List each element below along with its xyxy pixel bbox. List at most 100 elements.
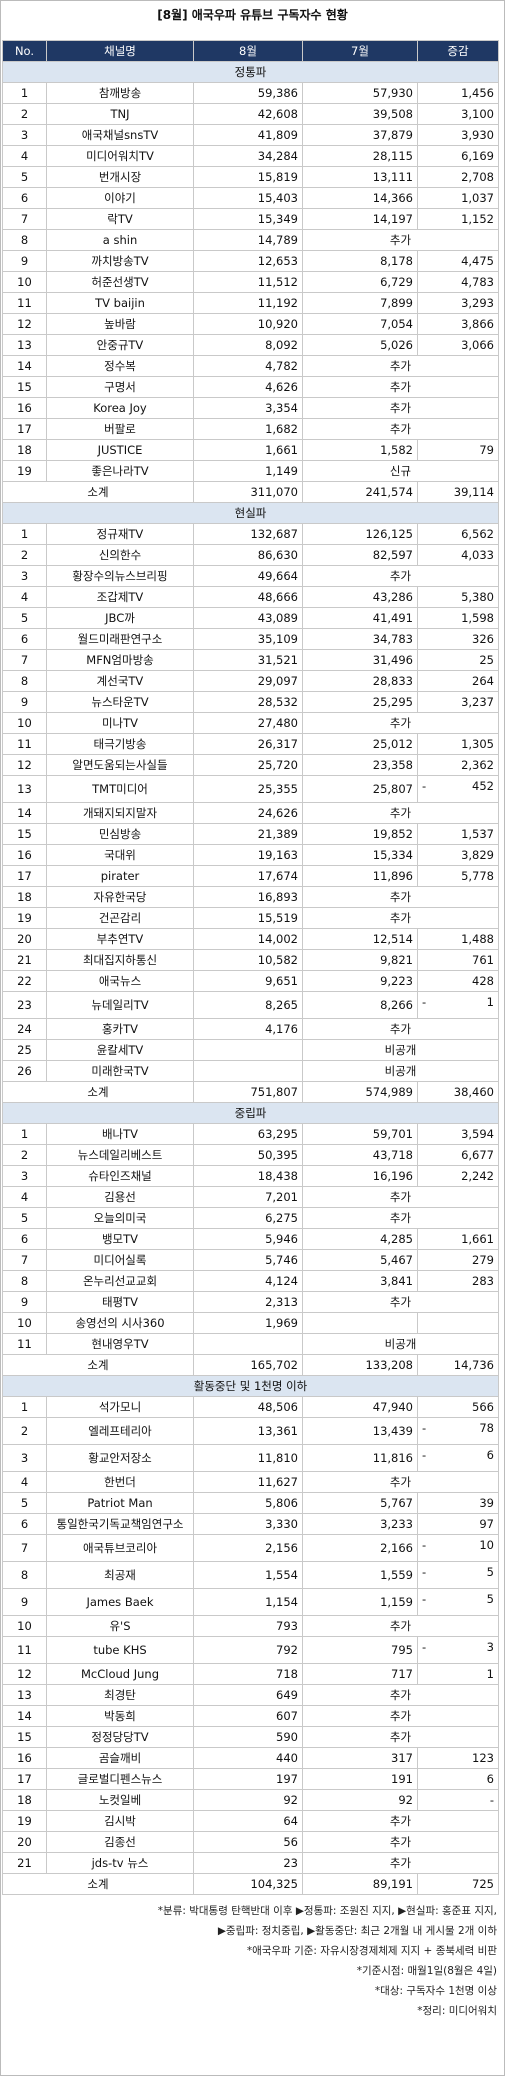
- row-number: 4: [2, 1471, 47, 1493]
- jul-status: 추가: [302, 397, 499, 419]
- table-row: 17 글로벌디펜스뉴스 197 191 6: [2, 1768, 499, 1790]
- jul-status: 추가: [302, 1810, 499, 1832]
- table-row: 23 뉴데일리TV 8,265 8,266-1: [2, 991, 499, 1019]
- jul-count: 8,266: [302, 991, 418, 1019]
- aug-count: 5,946: [193, 1228, 303, 1250]
- aug-count: 28,532: [193, 691, 303, 713]
- row-number: 8: [2, 670, 47, 692]
- subtotal-row: 소계 311,070 241,574 39,114: [2, 481, 499, 503]
- row-number: 5: [2, 1492, 47, 1514]
- row-number: 7: [2, 1534, 47, 1562]
- jul-count: 14,197: [302, 208, 418, 230]
- change-value: 3,594: [417, 1123, 499, 1145]
- subtotal-change: 725: [417, 1873, 499, 1895]
- aug-count: 13,361: [193, 1417, 303, 1445]
- aug-count: 4,176: [193, 1018, 303, 1040]
- subtotal-jul: 89,191: [302, 1873, 418, 1895]
- row-number: 6: [2, 187, 47, 209]
- jul-count: 16,196: [302, 1165, 418, 1187]
- minus-sign: -: [422, 779, 427, 793]
- row-number: 19: [2, 1810, 47, 1832]
- section-title: 활동중단 및 1천명 이하: [2, 1375, 499, 1397]
- channel-name: 김시박: [46, 1810, 194, 1832]
- jul-count: 13,439: [302, 1417, 418, 1445]
- subtotal-label: 소계: [2, 1081, 194, 1103]
- table-row: 10 미나TV 27,480 추가: [2, 712, 499, 734]
- aug-count: [193, 1333, 303, 1355]
- row-number: 19: [2, 460, 47, 482]
- channel-name: 애국채널snsTV: [46, 124, 194, 146]
- jul-status: 추가: [302, 1291, 499, 1313]
- row-number: 5: [2, 1207, 47, 1229]
- table-row: 16 Korea Joy 3,354 추가: [2, 397, 499, 419]
- change-value: 3,930: [417, 124, 499, 146]
- channel-name: TNJ: [46, 103, 194, 125]
- table-row: 5 오늘의미국 6,275 추가: [2, 1207, 499, 1229]
- row-number: 13: [2, 775, 47, 803]
- channel-name: 구명서: [46, 376, 194, 398]
- section-header-row: 중립파: [2, 1102, 499, 1124]
- table-row: 9 뉴스타운TV 28,532 25,295 3,237: [2, 691, 499, 713]
- channel-name: 석가모니: [46, 1396, 194, 1418]
- table-row: 15 민심방송 21,389 19,852 1,537: [2, 823, 499, 845]
- channel-name: 버팔로: [46, 418, 194, 440]
- aug-count: 48,506: [193, 1396, 303, 1418]
- channel-name: 배나TV: [46, 1123, 194, 1145]
- table-row: 20 김종선 56 추가: [2, 1831, 499, 1853]
- jul-status: 추가: [302, 1186, 499, 1208]
- change-amount: 1: [486, 995, 494, 1009]
- row-number: 6: [2, 1513, 47, 1535]
- change-value: 1,037: [417, 187, 499, 209]
- subtotal-row: 소계 165,702 133,208 14,736: [2, 1354, 499, 1376]
- change-value: 2,242: [417, 1165, 499, 1187]
- section-title: 현실파: [2, 502, 499, 524]
- channel-name: 태극기방송: [46, 733, 194, 755]
- channel-name: 현내영우TV: [46, 1333, 194, 1355]
- table-row: 11 tube KHS 792 795-3: [2, 1636, 499, 1664]
- aug-count: 132,687: [193, 523, 303, 545]
- channel-name: 한번더: [46, 1471, 194, 1493]
- row-number: 3: [2, 1165, 47, 1187]
- jul-count: 25,807: [302, 775, 418, 803]
- aug-count: 4,124: [193, 1270, 303, 1292]
- jul-count: 6,729: [302, 271, 418, 293]
- aug-count: 6,275: [193, 1207, 303, 1229]
- jul-count: 2,166: [302, 1534, 418, 1562]
- subtotal-label: 소계: [2, 1354, 194, 1376]
- change-value: 2,362: [417, 754, 499, 776]
- table-row: 15 정정당당TV 590 추가: [2, 1726, 499, 1748]
- table-row: 9 태평TV 2,313 추가: [2, 1291, 499, 1313]
- minus-sign: -: [422, 995, 427, 1009]
- row-number: 16: [2, 397, 47, 419]
- footnote-line: *애국우파 기준: 자유시장경제체제 지지 + 종북세력 비판: [246, 1945, 497, 1957]
- row-number: 18: [2, 886, 47, 908]
- channel-name: 홍카TV: [46, 1018, 194, 1040]
- aug-count: [193, 1039, 303, 1061]
- minus-sign: -: [422, 1640, 427, 1654]
- row-number: 21: [2, 1852, 47, 1874]
- channel-name: JBC까: [46, 607, 194, 629]
- row-number: 15: [2, 1726, 47, 1748]
- aug-count: 10,920: [193, 313, 303, 335]
- negative-change: - 452: [422, 777, 494, 797]
- change-value: -5: [417, 1561, 499, 1589]
- table-row: 3 애국채널snsTV 41,809 37,879 3,930: [2, 124, 499, 146]
- jul-count: 82,597: [302, 544, 418, 566]
- aug-count: 792: [193, 1636, 303, 1664]
- aug-count: 26,317: [193, 733, 303, 755]
- negative-change: - 10: [422, 1536, 494, 1556]
- aug-count: 25,355: [193, 775, 303, 803]
- channel-name: 계선국TV: [46, 670, 194, 692]
- row-number: 8: [2, 1270, 47, 1292]
- channel-name: 최공재: [46, 1561, 194, 1589]
- subtotal-jul: 133,208: [302, 1354, 418, 1376]
- table-row: 14 박동희 607 추가: [2, 1705, 499, 1727]
- jul-count: 11,816: [302, 1444, 418, 1472]
- row-number: 4: [2, 145, 47, 167]
- channel-name: jds-tv 뉴스: [46, 1852, 194, 1874]
- row-number: 11: [2, 1333, 47, 1355]
- jul-count: 39,508: [302, 103, 418, 125]
- row-number: 14: [2, 1705, 47, 1727]
- table-row: 4 미디어워치TV 34,284 28,115 6,169: [2, 145, 499, 167]
- table-row: 21 최대집지하통신 10,582 9,821 761: [2, 949, 499, 971]
